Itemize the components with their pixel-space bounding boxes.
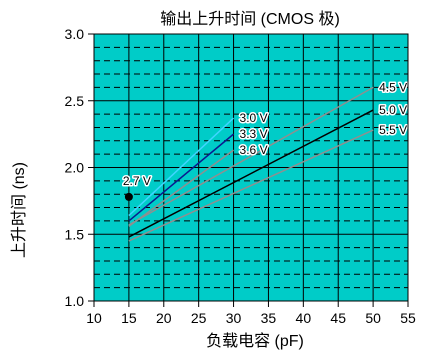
series-label-2-7V: 2.7 V: [123, 174, 151, 188]
y-axis-title: 上升时间 (ns): [10, 162, 28, 258]
series-4-line: [128, 86, 374, 226]
y-tick-label-0: 1.0: [65, 293, 85, 309]
x-tick-label-4: 30: [226, 310, 242, 326]
y-tick-label-4: 3.0: [65, 26, 85, 42]
series-label-3-6V: 3.6 V: [240, 143, 268, 157]
series-3-line: [128, 149, 234, 227]
series-label-layer: 2.7 V 3.0 V 3.3 V 3.6 V 4.5 V 5.0 V 5.5 V: [121, 79, 408, 189]
x-tick-label-7: 45: [330, 310, 346, 326]
ticks: 10 15 20 25 30 35 40 45 50 55 1.0 1.5 2.0 2.5 3.0: [65, 26, 416, 326]
series-5-line: [128, 109, 374, 238]
x-tick-label-1: 15: [121, 310, 137, 326]
x-tick-label-3: 25: [191, 310, 207, 326]
chart-title: 输出上升时间 (CMOS 极): [160, 10, 340, 28]
series-2-line: [128, 133, 235, 222]
series-6-line: [128, 129, 374, 242]
y-tick-label-3: 2.5: [65, 93, 85, 109]
x-tick-label-8: 50: [365, 310, 381, 326]
x-tick-label-9: 55: [400, 310, 416, 326]
x-tick-label-5: 35: [261, 310, 277, 326]
series-label-5-0V: 5.0 V: [379, 103, 407, 117]
x-tick-label-2: 20: [156, 310, 172, 326]
series-0-point: [124, 192, 133, 201]
series-label-4-5V: 4.5 V: [379, 80, 407, 94]
series-label-5-5V: 5.5 V: [379, 123, 407, 137]
series-layer: [124, 86, 374, 242]
series-1-line: [128, 117, 235, 217]
x-tick-label-6: 40: [296, 310, 312, 326]
y-tick-label-1: 1.5: [65, 226, 85, 242]
x-axis-title: 负载电容 (pF): [206, 332, 304, 350]
series-label-3-0V: 3.0 V: [240, 111, 268, 125]
y-tick-label-2: 2.0: [65, 160, 85, 176]
series-label-3-3V: 3.3 V: [240, 127, 268, 141]
x-tick-label-0: 10: [86, 310, 102, 326]
